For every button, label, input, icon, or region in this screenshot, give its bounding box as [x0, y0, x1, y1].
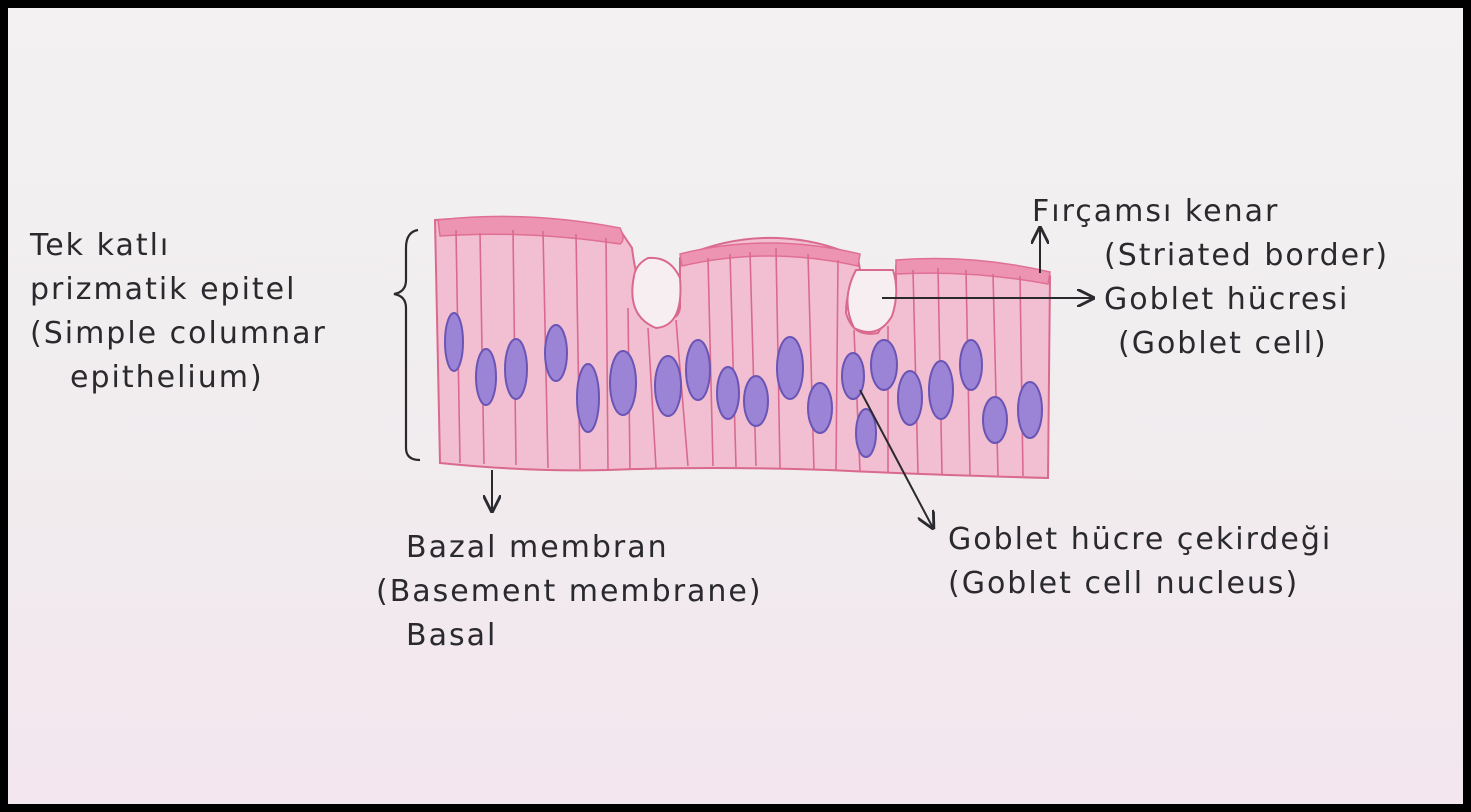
nucleus: [504, 338, 528, 400]
label-basal-membrane-line1: Bazal membran: [406, 530, 669, 565]
goblet-cup-right: [846, 269, 898, 333]
nucleus: [1017, 381, 1043, 439]
label-basal-membrane-line3: Basal: [406, 618, 498, 653]
striated-border-band: [679, 242, 861, 267]
goblet-cup-left: [631, 256, 682, 330]
label-epithelium-line4: epithelium): [70, 360, 264, 395]
nucleus: [685, 339, 711, 401]
label-goblet-nucleus: Goblet hücre çekirdeği (Goblet cell nucl…: [948, 518, 1332, 606]
nucleus: [928, 360, 954, 420]
label-goblet-cell: Goblet hücresi (Goblet cell): [1104, 278, 1349, 366]
nucleus: [609, 350, 637, 416]
nucleus: [807, 382, 833, 434]
nucleus: [743, 375, 769, 427]
nucleus: [870, 339, 898, 391]
goblet-nucleus-arrow: [859, 389, 933, 528]
nucleus: [444, 312, 464, 372]
label-epithelium-line2: prizmatik epitel: [30, 272, 297, 307]
nucleus: [982, 396, 1008, 444]
nucleus: [544, 324, 568, 382]
nucleus: [841, 352, 865, 400]
nucleus: [654, 355, 682, 417]
nuclei: [444, 312, 1043, 458]
label-goblet-cell-line1: Goblet hücresi: [1104, 282, 1350, 317]
paper-background: Tek katlı prizmatik epitel (Simple colum…: [8, 8, 1463, 804]
nucleus: [576, 363, 600, 433]
label-epithelium-line1: Tek katlı: [30, 228, 171, 263]
nucleus: [897, 370, 923, 426]
label-basal-membrane-line2: (Basement membrane): [376, 574, 763, 609]
nucleus: [959, 339, 983, 391]
label-epithelium-line3: (Simple columnar: [30, 316, 327, 351]
goblet-nucleus: [855, 408, 877, 458]
label-striated-border-line1: Fırçamsı kenar: [1032, 194, 1280, 229]
label-goblet-cell-line2: (Goblet cell): [1118, 326, 1328, 361]
nucleus: [716, 366, 740, 420]
label-goblet-nucleus-line1: Goblet hücre çekirdeği: [948, 522, 1333, 557]
epithelium-bracket: [393, 228, 421, 462]
label-striated-border-line2: (Striated border): [1104, 238, 1390, 273]
nucleus: [475, 348, 497, 406]
label-striated-border: Fırçamsı kenar (Striated border): [1032, 190, 1389, 278]
label-basal-membrane: Bazal membran (Basement membrane) Basal: [376, 526, 763, 658]
striated-border-band: [895, 257, 1051, 285]
label-goblet-nucleus-line2: (Goblet cell nucleus): [948, 566, 1300, 601]
epithelium-illustration: [393, 215, 1463, 804]
label-epithelium: Tek katlı prizmatik epitel (Simple colum…: [30, 224, 327, 400]
nucleus: [776, 336, 804, 400]
